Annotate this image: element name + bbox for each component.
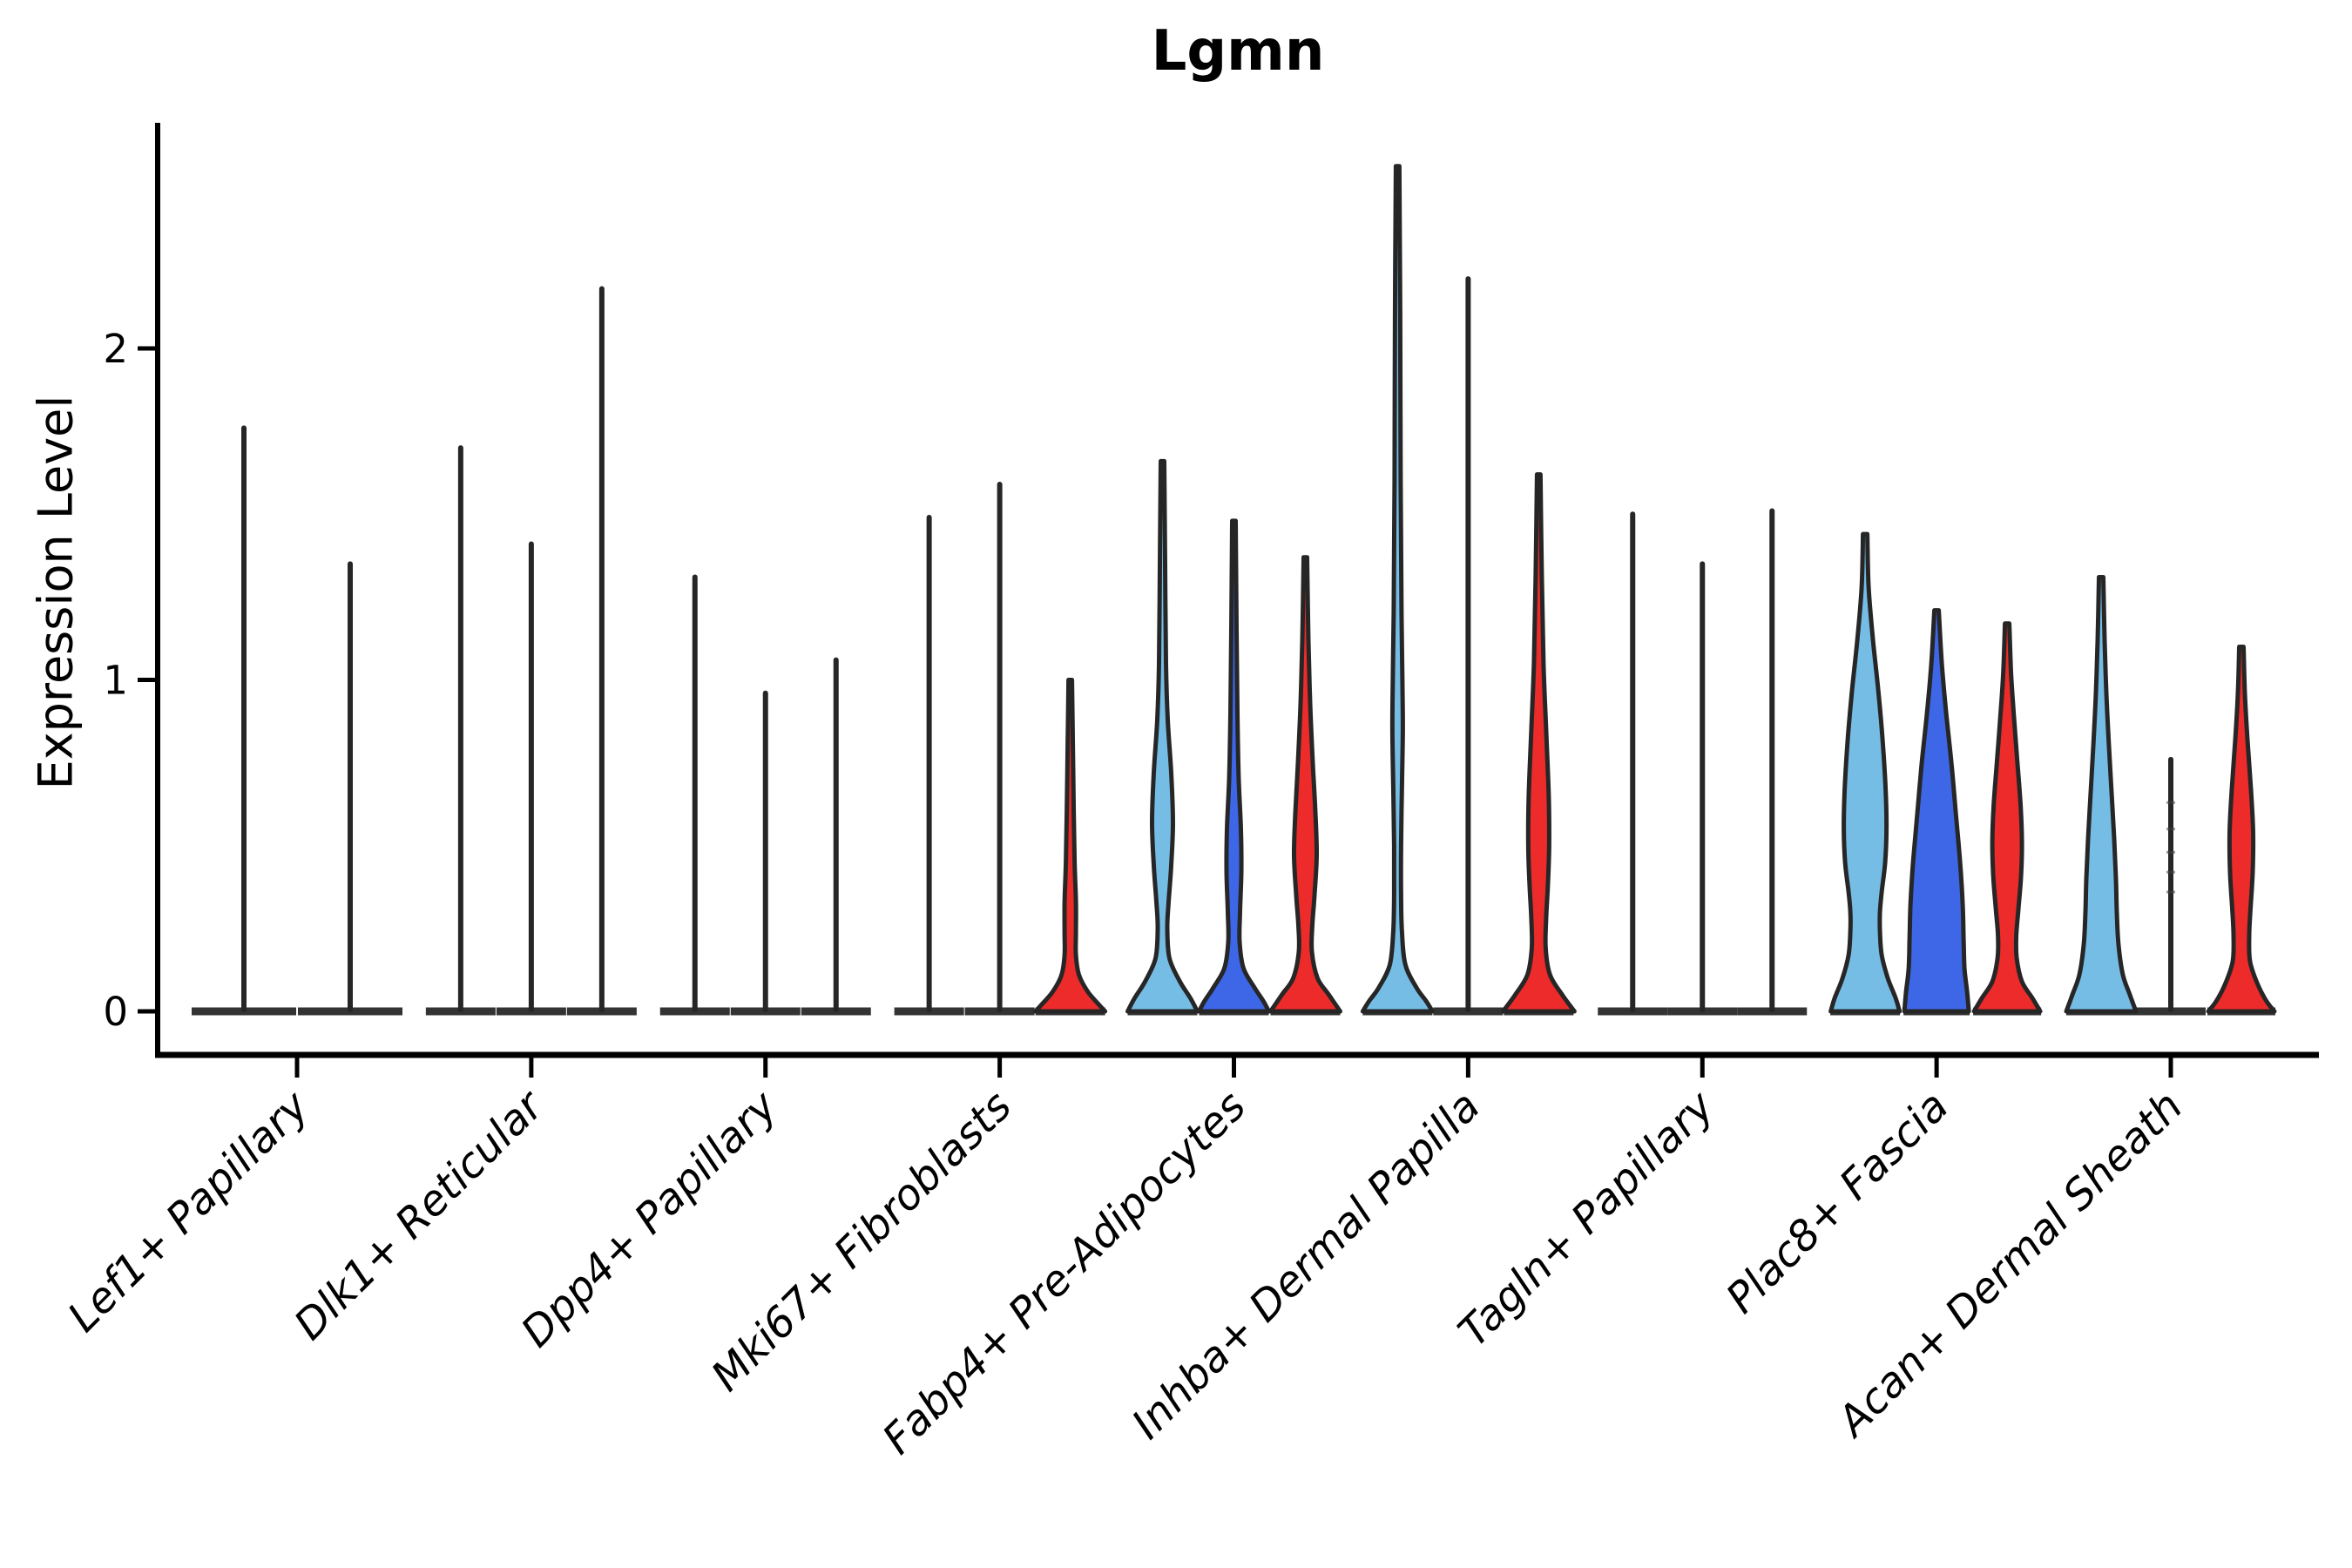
- violin-body-red: [2206, 645, 2277, 1014]
- violin-body-red: [1268, 555, 1342, 1014]
- violin-body-lightblue: [1125, 458, 1200, 1014]
- violin-body-red: [1500, 472, 1577, 1014]
- x-tick-label: Dpp4+ Papillary: [512, 1081, 787, 1356]
- violin-body-red: [1971, 621, 2043, 1014]
- violin-body-blue: [1902, 608, 1971, 1014]
- violin-body-red: [1033, 678, 1108, 1014]
- violin-body-blue: [1197, 518, 1271, 1014]
- x-tick-label: Dlk1+ Reticular: [285, 1080, 555, 1350]
- y-tick-label: 2: [103, 326, 128, 372]
- violin-body-lightblue: [1360, 164, 1435, 1014]
- y-tick-label: 0: [103, 989, 128, 1035]
- x-tick-label: Lef1+ Papillary: [58, 1081, 319, 1342]
- violin-body-lightblue: [1828, 531, 1903, 1014]
- violin-body-lightblue: [2064, 575, 2139, 1014]
- chart-title: Lgmn: [1151, 19, 1325, 84]
- y-tick-label: 1: [103, 658, 128, 704]
- x-tick-label: Tagln+ Papillary: [1450, 1081, 1725, 1356]
- x-tick-label: Plac8+ Fascia: [1717, 1082, 1958, 1323]
